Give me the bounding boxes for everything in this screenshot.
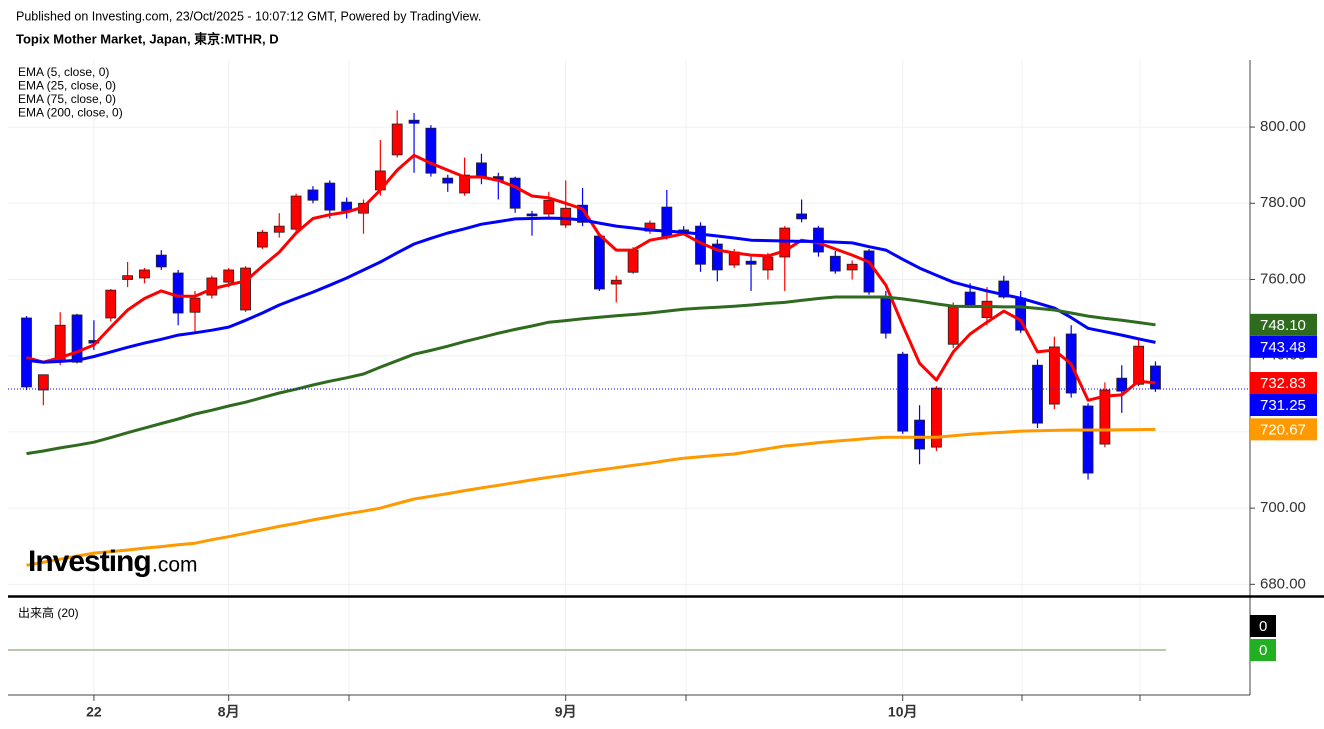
y-tick-label: 780.00 [1260,194,1306,211]
y-tick-label: 760.00 [1260,270,1306,287]
candle-body [947,305,959,345]
y-tick-label: 680.00 [1260,575,1306,592]
price-label: 743.48 [1260,339,1306,356]
candle-body [998,280,1010,298]
candle-body [560,207,572,226]
candle-body [1099,389,1111,445]
ema-line [26,153,1156,402]
candle-body [155,254,167,268]
candle-body [307,189,319,201]
candle-body [21,317,32,388]
candle-body [594,235,605,290]
x-tick-label: 10月 [888,704,918,720]
candle-body [1048,346,1060,405]
candle-body [981,300,993,318]
volume-label: 0 [1259,618,1267,635]
candle-body [964,291,976,306]
legend-entry: EMA (25, close, 0) [18,79,116,93]
x-tick-label: 8月 [218,704,240,720]
candle-body [290,195,302,230]
price-label: 720.67 [1260,421,1306,438]
price-label: 748.10 [1260,317,1306,334]
candle-body [37,374,49,391]
candle-body [526,213,538,217]
candle-body [897,353,909,432]
price-label: 731.25 [1260,397,1306,414]
candle-body [1150,365,1161,390]
ema-line [26,216,1156,364]
candle-body [543,199,555,215]
candle-body [391,123,403,156]
candle-body [425,127,437,174]
candle-body [829,255,841,272]
legend-entry: EMA (200, close, 0) [18,106,123,120]
x-tick-label: 22 [86,704,102,720]
candle-body [408,119,420,124]
published-note: Published on Investing.com, 23/Oct/2025 … [16,9,481,23]
candle-body [273,225,285,233]
candle-body [846,263,858,271]
candle-body [324,182,336,211]
volume-label-box [1250,615,1276,637]
price-label-box [1250,313,1317,336]
candle-body [172,272,184,314]
volume-title: 出来高 (20) [18,605,79,620]
candle-body [139,269,150,279]
candle-body [863,250,875,293]
candle-body [931,387,942,448]
candle-body [880,296,892,334]
grid [8,60,1250,695]
chart-title: Topix Mother Market, Japan, 東京:MTHR, D [16,31,279,46]
legend-entry: EMA (5, close, 0) [18,65,109,79]
candle-body [745,260,757,265]
volume-label-box [1250,639,1276,661]
candle-body [914,419,925,450]
volume-label: 0 [1259,642,1267,659]
x-tick-label: 9月 [555,704,577,720]
candle-body [1082,405,1094,474]
price-label-box [1250,372,1317,395]
candle-body [105,289,117,319]
logo: Investing [28,545,151,578]
price-label-box [1250,335,1317,358]
candle-body [223,269,235,283]
ema-line [26,427,1156,567]
candle-body [610,279,622,285]
candle-body [627,249,639,273]
price-label: 732.83 [1260,375,1306,392]
y-tick-label: 700.00 [1260,499,1306,516]
price-label-box [1250,418,1317,441]
candle-body [1116,377,1128,392]
logo-suffix: .com [152,554,198,577]
candle-body [256,231,268,248]
price-label-box [1250,394,1317,417]
legend-entry: EMA (75, close, 0) [18,92,116,106]
candle-body [206,277,218,296]
candle-body [189,297,201,313]
y-tick-label: 800.00 [1260,118,1306,135]
candle-body [240,267,251,311]
candle-body [796,213,807,220]
candle-body [577,204,588,223]
candle-body [122,275,133,280]
candle-body [762,256,774,271]
candle-body [1133,345,1144,385]
candle-body [509,177,521,209]
candle-body [442,177,454,184]
candle-body [711,243,723,271]
candle-body [1032,364,1043,424]
candle-body [71,314,83,363]
ema-line [26,295,1156,456]
plot [8,110,1250,567]
candle-body [459,174,471,194]
